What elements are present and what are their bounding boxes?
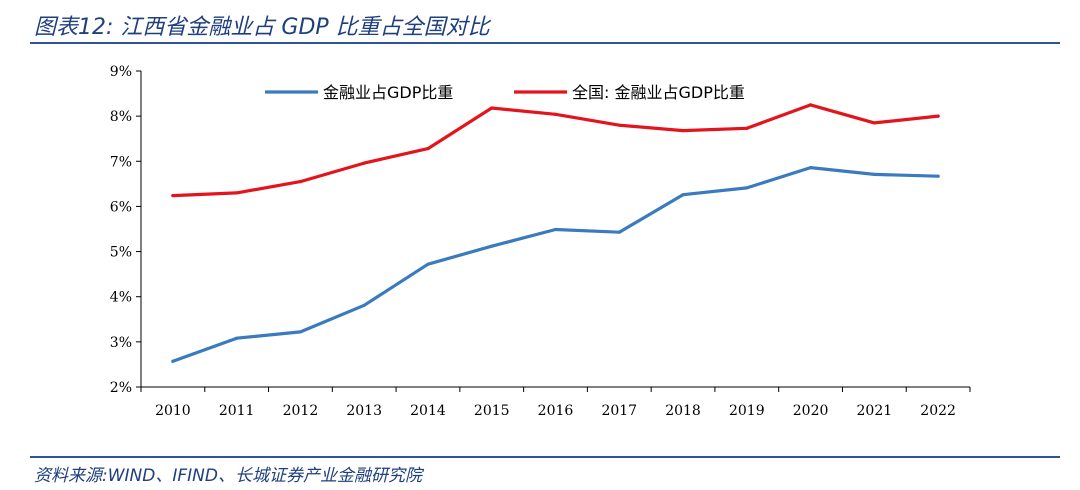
x-tick-label: 2015 — [474, 403, 510, 419]
x-tick-label: 2010 — [155, 403, 191, 419]
source-divider — [30, 456, 1060, 458]
y-tick-label: 7% — [110, 154, 132, 170]
data-point-jiangxi — [362, 303, 366, 307]
x-tick-label: 2018 — [665, 403, 701, 419]
x-tick-label: 2022 — [920, 403, 956, 419]
data-point-jiangxi — [617, 230, 621, 234]
data-point-national — [553, 112, 558, 116]
y-tick-label: 2% — [110, 380, 132, 396]
x-tick-label: 2012 — [283, 403, 319, 419]
x-tick-label: 2020 — [793, 403, 829, 419]
data-point-national — [490, 106, 494, 110]
data-point-national — [171, 193, 175, 198]
legend-label-jiangxi: 金融业占GDP比重 — [323, 83, 453, 102]
y-tick-label: 8% — [110, 109, 132, 125]
y-tick-label: 9% — [110, 64, 132, 80]
data-point-jiangxi — [171, 359, 175, 363]
x-axis-ticks: 2010 2011 2012 2013 2014 2015 2016 2017 2018 2019… — [140, 387, 971, 419]
chart-axes — [140, 71, 970, 388]
data-point-jiangxi — [298, 330, 303, 334]
data-point-jiangxi — [681, 193, 685, 197]
title-divider — [30, 42, 1060, 44]
x-tick-label: 2019 — [729, 403, 765, 419]
x-tick-label: 2013 — [346, 403, 382, 419]
y-tick-label: 6% — [110, 199, 132, 215]
x-tick-label: 2017 — [601, 403, 637, 419]
series-line-national — [171, 103, 940, 198]
y-tick-label: 5% — [110, 245, 132, 261]
x-tick-label: 2011 — [219, 403, 255, 419]
data-point-national — [235, 191, 239, 195]
data-point-national — [681, 128, 685, 133]
figure-title: 图表12: 江西省金融业占 GDP 比重占全国对比 — [34, 15, 490, 40]
x-tick-label: 2016 — [538, 403, 574, 419]
data-point-jiangxi — [553, 227, 558, 232]
x-tick-label: 2014 — [410, 403, 446, 419]
data-point-jiangxi — [745, 186, 749, 190]
data-point-national — [617, 123, 621, 127]
data-point-jiangxi — [808, 166, 813, 170]
data-point-jiangxi — [426, 262, 430, 266]
y-tick-label: 3% — [110, 335, 132, 351]
data-point-jiangxi — [490, 244, 494, 248]
chart-series — [171, 103, 940, 363]
data-point-national — [426, 147, 430, 151]
data-point-national — [298, 180, 303, 184]
y-tick-label: 4% — [110, 290, 132, 306]
data-point-national — [936, 114, 940, 118]
x-tick-label: 2021 — [857, 403, 893, 419]
source-note: 资料来源:WIND、IFIND、长城证券产业金融研究院 — [34, 466, 422, 486]
data-point-jiangxi — [235, 336, 239, 340]
data-point-jiangxi — [872, 172, 876, 176]
data-point-national — [362, 161, 366, 165]
data-point-national — [745, 126, 749, 130]
series-line-jiangxi — [171, 166, 940, 363]
chart-legend: 金融业占GDP比重 全国: 金融业占GDP比重 — [265, 83, 745, 102]
legend-label-national: 全国: 金融业占GDP比重 — [572, 83, 745, 102]
data-point-national — [872, 121, 876, 125]
data-point-jiangxi — [936, 174, 940, 178]
data-point-national — [808, 103, 813, 107]
y-axis-ticks: 2% 3% 4% 5% 6% 7% 8% 9% — [110, 64, 141, 396]
